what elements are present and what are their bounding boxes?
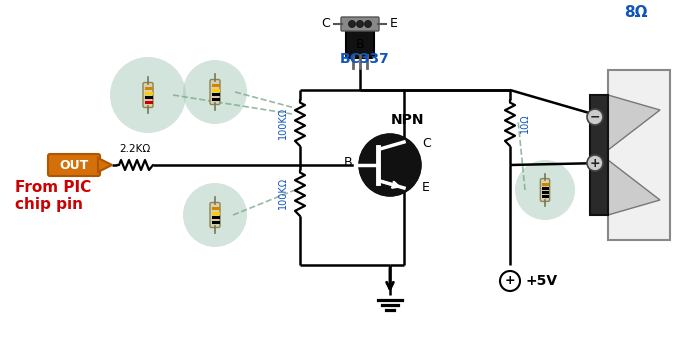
Text: 2.2KΩ: 2.2KΩ [120,144,151,154]
Circle shape [360,135,420,195]
Polygon shape [98,158,112,172]
Text: NPN: NPN [391,113,425,127]
Circle shape [364,21,371,27]
Text: 10Ω: 10Ω [520,113,530,133]
Text: C: C [321,17,330,30]
Text: OUT: OUT [59,158,88,171]
Circle shape [183,60,247,124]
Text: +5V: +5V [526,274,558,288]
Text: From PIC
chip pin: From PIC chip pin [15,180,91,212]
Text: B: B [356,38,364,51]
FancyBboxPatch shape [541,179,549,201]
Polygon shape [608,160,660,215]
Text: 100KΩ: 100KΩ [278,177,288,209]
Circle shape [587,155,603,171]
Text: −: − [590,111,600,123]
Text: 8Ω: 8Ω [624,5,647,19]
Bar [608,70,670,240]
FancyBboxPatch shape [341,17,379,31]
Text: E: E [390,17,398,30]
Circle shape [587,109,603,125]
FancyBboxPatch shape [210,80,220,104]
FancyBboxPatch shape [210,202,220,228]
FancyBboxPatch shape [346,24,374,58]
Text: B: B [343,156,352,168]
Text: +: + [590,157,600,170]
Circle shape [348,21,356,27]
Text: E: E [422,180,430,194]
Text: BC337: BC337 [340,52,390,66]
Circle shape [110,57,186,133]
Text: 100KΩ: 100KΩ [278,107,288,139]
FancyBboxPatch shape [48,154,100,176]
Text: +: + [505,275,515,288]
Text: C: C [422,136,430,149]
Circle shape [515,160,575,220]
Polygon shape [608,95,660,150]
Circle shape [500,271,520,291]
Bar [590,95,608,215]
Circle shape [183,183,247,247]
Circle shape [356,21,364,27]
FancyBboxPatch shape [143,82,153,108]
